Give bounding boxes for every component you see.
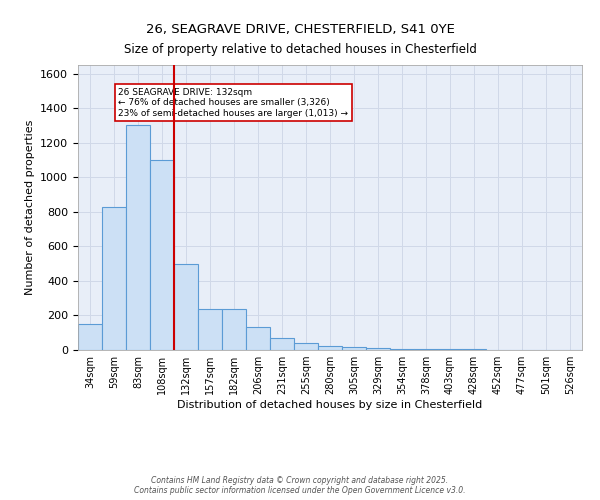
Y-axis label: Number of detached properties: Number of detached properties [25,120,35,295]
X-axis label: Distribution of detached houses by size in Chesterfield: Distribution of detached houses by size … [178,400,482,410]
Bar [318,346,342,350]
Bar [174,264,198,350]
Bar [270,338,294,350]
Bar [294,342,318,350]
Bar [390,348,414,350]
Bar [150,160,174,350]
Bar [102,206,126,350]
Bar [438,349,462,350]
Bar [366,348,390,350]
Bar [222,310,246,350]
Text: Contains HM Land Registry data © Crown copyright and database right 2025.
Contai: Contains HM Land Registry data © Crown c… [134,476,466,495]
Text: Size of property relative to detached houses in Chesterfield: Size of property relative to detached ho… [124,42,476,56]
Text: 26 SEAGRAVE DRIVE: 132sqm
← 76% of detached houses are smaller (3,326)
23% of se: 26 SEAGRAVE DRIVE: 132sqm ← 76% of detac… [118,88,349,118]
Bar [126,126,150,350]
Bar [78,324,102,350]
Text: 26, SEAGRAVE DRIVE, CHESTERFIELD, S41 0YE: 26, SEAGRAVE DRIVE, CHESTERFIELD, S41 0Y… [146,22,454,36]
Bar [342,348,366,350]
Bar [414,349,438,350]
Bar [246,326,270,350]
Bar [198,310,222,350]
